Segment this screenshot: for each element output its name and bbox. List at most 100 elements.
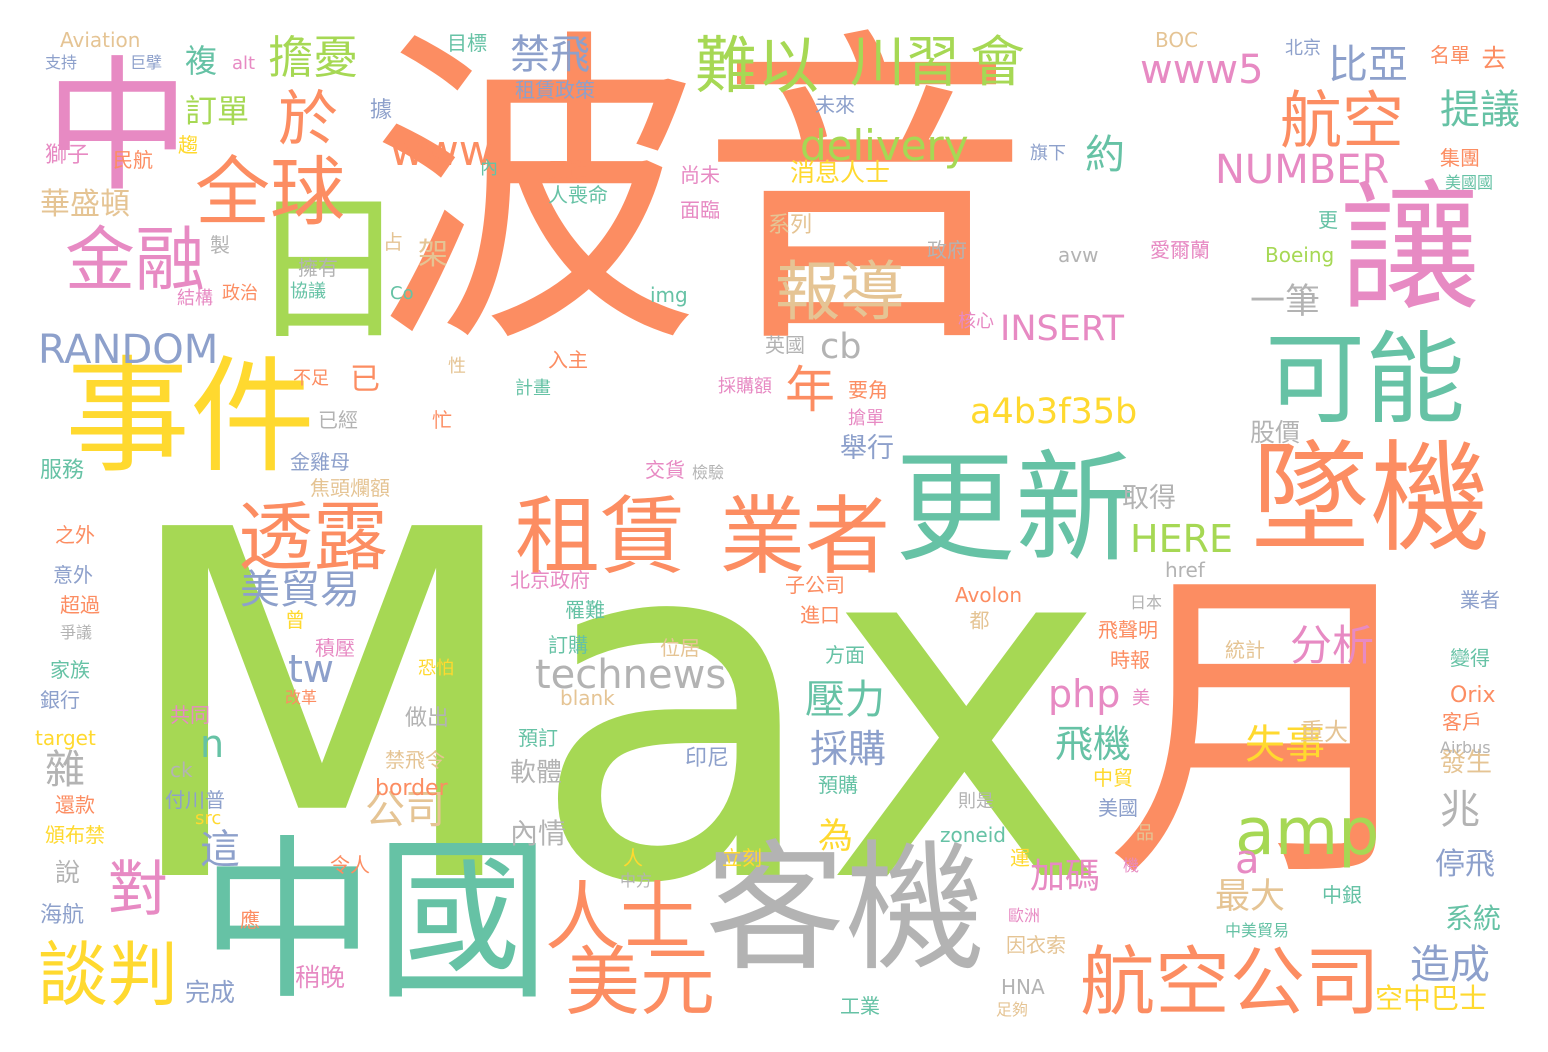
cloud-word: 歐洲 <box>1008 906 1041 925</box>
cloud-word: technews <box>535 652 727 698</box>
cloud-word: 更新 <box>895 440 1135 579</box>
cloud-word: 都 <box>966 610 990 630</box>
cloud-word: 中國 <box>200 821 550 1024</box>
cloud-word: 中貿 <box>1093 766 1133 790</box>
cloud-word: 客機 <box>705 828 986 991</box>
cloud-word: 已 <box>350 362 380 397</box>
cloud-word: 工業 <box>840 994 880 1018</box>
cloud-word: 入主 <box>548 348 588 372</box>
cloud-word: n <box>200 722 225 766</box>
cloud-word: 系統 <box>1445 902 1502 935</box>
cloud-word: 忙 <box>432 408 452 432</box>
cloud-word: 美 <box>1132 688 1150 709</box>
cloud-word: 方面 <box>825 643 865 667</box>
cloud-word: 兆 <box>1440 787 1480 833</box>
cloud-word: 全球 <box>195 148 346 236</box>
cloud-word: www <box>390 126 494 175</box>
cloud-word: 目標 <box>447 31 487 55</box>
cloud-word: 運 <box>1010 846 1030 870</box>
cloud-word: 飛機 <box>1055 722 1132 766</box>
cloud-word: 付川普 <box>165 788 225 812</box>
cloud-word: ck <box>170 758 193 782</box>
cloud-word: 禁飛 <box>510 32 590 78</box>
cloud-word: 旗下 <box>1030 143 1066 164</box>
cloud-word: 占 <box>383 230 403 254</box>
cloud-word: 位居 <box>660 636 700 660</box>
cloud-word: 服務 <box>40 458 85 483</box>
cloud-word: 空中巴士 <box>1375 982 1488 1015</box>
cloud-word: 中方 <box>620 871 653 890</box>
cloud-word: 報導 <box>775 255 906 330</box>
cloud-word: 對 <box>108 855 168 925</box>
cloud-word: RANDOM <box>38 327 219 373</box>
cloud-word: 預訂 <box>518 726 558 750</box>
cloud-word: 日本 <box>1130 593 1163 612</box>
cloud-word: 結構 <box>177 288 213 309</box>
cloud-word: 金融 <box>65 219 205 301</box>
cloud-word: 品 <box>1136 823 1154 844</box>
cloud-word: 客戶 <box>1442 710 1482 734</box>
cloud-word: cb <box>820 327 862 367</box>
cloud-word: 波音 <box>370 3 1030 387</box>
cloud-word: 愛爾蘭 <box>1150 238 1210 262</box>
cloud-word: 重大 <box>1300 718 1348 746</box>
cloud-word: 複 <box>185 42 218 80</box>
cloud-word: 墜機 <box>1250 430 1490 569</box>
cloud-word: 事件 <box>65 345 315 490</box>
cloud-word: 焦頭爛額 <box>310 476 390 500</box>
cloud-word: border <box>375 776 448 801</box>
cloud-word: src <box>195 808 222 829</box>
cloud-word: 印尼 <box>685 746 730 771</box>
cloud-word: HNA <box>1001 975 1045 999</box>
cloud-word: 做出 <box>405 706 450 731</box>
cloud-word: NUMBER <box>1215 147 1390 193</box>
cloud-word: blank <box>560 686 615 710</box>
cloud-word: alt <box>232 53 256 74</box>
cloud-word: 說 <box>55 858 81 887</box>
cloud-word: 尚未 <box>680 163 720 187</box>
cloud-word: 採購 <box>810 727 887 771</box>
cloud-word: 公司 <box>365 787 445 833</box>
cloud-word: 約 <box>1085 132 1125 178</box>
cloud-word: a <box>1235 837 1260 883</box>
cloud-word: 訂單 <box>185 92 250 130</box>
cloud-word: 一筆 <box>1250 282 1321 322</box>
cloud-word: 造成 <box>1410 942 1490 988</box>
cloud-word: target <box>35 726 96 750</box>
cloud-word: 民航 <box>113 148 153 172</box>
cloud-word: 巨擘 <box>130 53 163 72</box>
cloud-word: 禁飛令 <box>385 748 445 772</box>
cloud-word: 北京政府 <box>510 568 590 592</box>
cloud-word: 可能 <box>1265 321 1465 438</box>
cloud-word: 美國 <box>1098 796 1138 820</box>
cloud-word: Orix <box>1450 683 1496 708</box>
cloud-word: 失事 <box>1245 722 1325 768</box>
cloud-word: www5 <box>1140 47 1264 93</box>
cloud-word: 恐怕 <box>418 658 454 679</box>
cloud-word: 川習 <box>850 30 961 94</box>
cloud-word: 壓力 <box>805 677 885 723</box>
cloud-word: 罹難 <box>565 598 605 622</box>
cloud-word: 提議 <box>1440 87 1520 133</box>
cloud-word: 軟體 <box>510 758 563 788</box>
cloud-word: 則是 <box>958 791 994 812</box>
cloud-word: 積壓 <box>315 636 355 660</box>
cloud-word: 共同 <box>170 703 210 727</box>
cloud-word: 股價 <box>1250 418 1301 447</box>
cloud-word: 難以 <box>695 29 820 102</box>
cloud-word: img <box>650 283 688 307</box>
cloud-word: amp <box>1235 795 1380 870</box>
cloud-word: 已經 <box>318 408 358 432</box>
cloud-word: 透露 <box>238 493 389 581</box>
cloud-word: 取得 <box>1122 483 1176 514</box>
cloud-word: 中 <box>45 43 190 212</box>
cloud-word: 稍晚 <box>295 963 346 992</box>
cloud-word: 核心 <box>958 311 994 332</box>
cloud-word: 政府 <box>927 238 967 262</box>
cloud-word: 人 <box>623 846 643 870</box>
cloud-word: 變得 <box>1450 646 1490 670</box>
cloud-word: 採購額 <box>718 376 772 397</box>
cloud-word: 計畫 <box>515 378 551 399</box>
cloud-word: php <box>1048 672 1121 716</box>
